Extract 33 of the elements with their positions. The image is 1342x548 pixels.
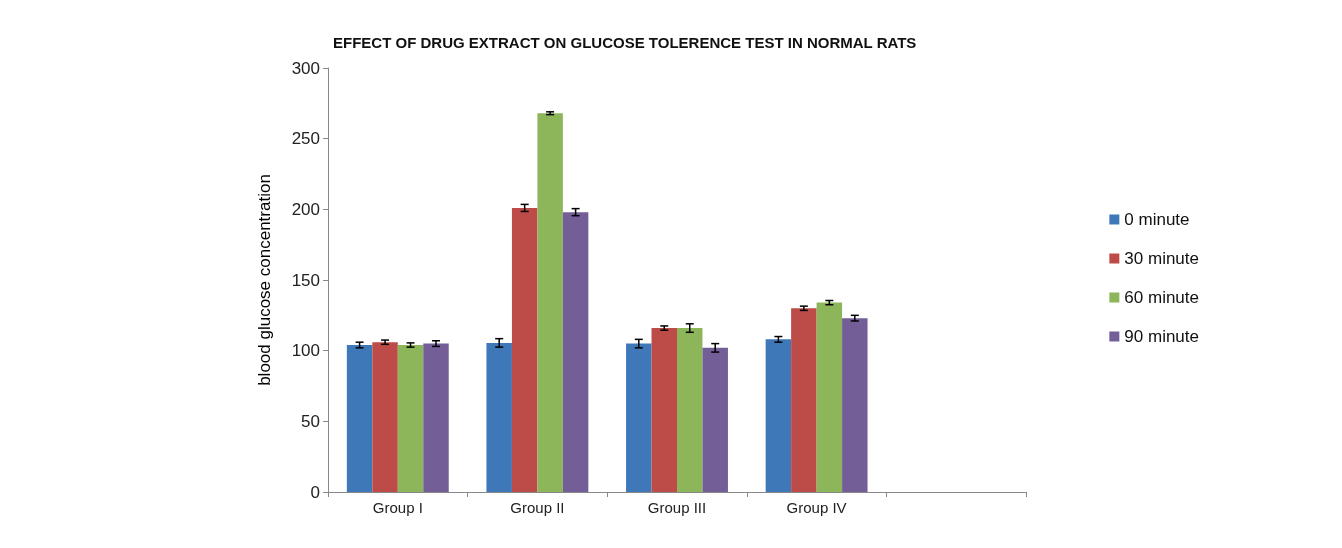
bar (626, 343, 652, 492)
y-tick-label: 300 (291, 58, 320, 78)
bar (397, 345, 424, 492)
bar (423, 343, 449, 492)
y-tick-label: 150 (291, 270, 320, 290)
bar (791, 308, 817, 492)
bar (372, 342, 398, 492)
bar (486, 342, 512, 492)
bar (816, 302, 843, 492)
bar (651, 328, 677, 492)
bar (562, 212, 589, 492)
bar (842, 318, 868, 492)
x-tick-label: Group IV (786, 499, 847, 516)
x-tick-label: Group II (510, 499, 565, 516)
bar (537, 113, 563, 492)
y-tick-label: 100 (291, 341, 320, 361)
legend-label: 90 minute (1124, 327, 1200, 346)
legend-label: 30 minute (1124, 249, 1200, 268)
y-tick-label: 200 (291, 199, 320, 219)
legend-label: 60 minute (1124, 288, 1200, 307)
y-tick-label: 250 (291, 129, 320, 149)
bar (511, 207, 538, 492)
bar (702, 347, 728, 492)
x-tick-label: Group I (372, 499, 423, 516)
y-tick-label: 50 (301, 411, 320, 431)
bar (765, 339, 792, 492)
bar (677, 328, 703, 492)
y-tick-label: 0 (310, 482, 320, 502)
y-axis-title: blood glucose concentration (255, 174, 274, 386)
chart-title: EFFECT OF DRUG EXTRACT ON GLUCOSE TOLERENCE TEST IN NORMAL RATS (333, 34, 917, 51)
bar (346, 345, 373, 492)
legend-label: 0 minute (1124, 210, 1190, 229)
x-tick-label: Group III (647, 499, 707, 516)
